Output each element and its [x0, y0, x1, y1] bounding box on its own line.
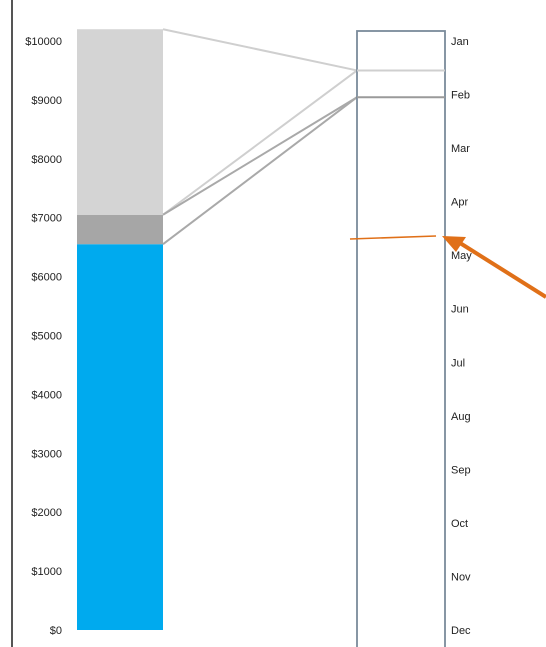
month-label: Nov [451, 571, 471, 583]
y-tick-label: $6000 [31, 272, 62, 284]
y-axis-ticks: $0 $1000 $2000 $3000 $4000 $5000 $6000 $7000 $80… [25, 36, 62, 637]
month-label: Apr [451, 197, 468, 209]
month-detail-box [356, 30, 446, 647]
bar-segment [77, 29, 163, 215]
y-tick-label: $3000 [31, 448, 62, 460]
connector-line [162, 69, 358, 216]
y-tick-label: $0 [50, 625, 62, 637]
annotation-arrow-shaft [458, 241, 546, 299]
annotation-line [349, 235, 437, 240]
y-tick-label: $9000 [31, 95, 62, 107]
y-tick-label: $4000 [31, 389, 62, 401]
connector-line [162, 96, 358, 246]
annotation-arrow-head [442, 236, 466, 252]
month-label: May [451, 250, 472, 262]
bar-segment [77, 244, 163, 630]
bar-segment [77, 214, 163, 245]
y-tick-label: $8000 [31, 154, 62, 166]
month-marker-lines [357, 69, 445, 99]
y-tick-label: $7000 [31, 213, 62, 225]
month-label: Oct [451, 518, 468, 530]
connector-line [162, 96, 358, 216]
y-tick-label: $10000 [25, 36, 62, 48]
month-labels: Jan Feb Mar Apr May Jun Jul Aug Sep Oct Nov Dec [451, 36, 472, 637]
connector-line [162, 28, 358, 72]
y-tick-label: $5000 [31, 331, 62, 343]
month-label: Jun [451, 304, 469, 316]
stacked-bar [77, 29, 163, 630]
month-label: Aug [451, 411, 471, 423]
annotation-arrow [349, 235, 546, 299]
y-tick-label: $2000 [31, 507, 62, 519]
month-label: Feb [451, 90, 470, 102]
month-label: Jul [451, 357, 465, 369]
month-label: Mar [451, 143, 470, 155]
month-label: Sep [451, 464, 471, 476]
zoom-connector-lines [162, 28, 358, 246]
month-label: Dec [451, 625, 471, 637]
y-tick-label: $1000 [31, 566, 62, 578]
month-label: Jan [451, 36, 469, 48]
